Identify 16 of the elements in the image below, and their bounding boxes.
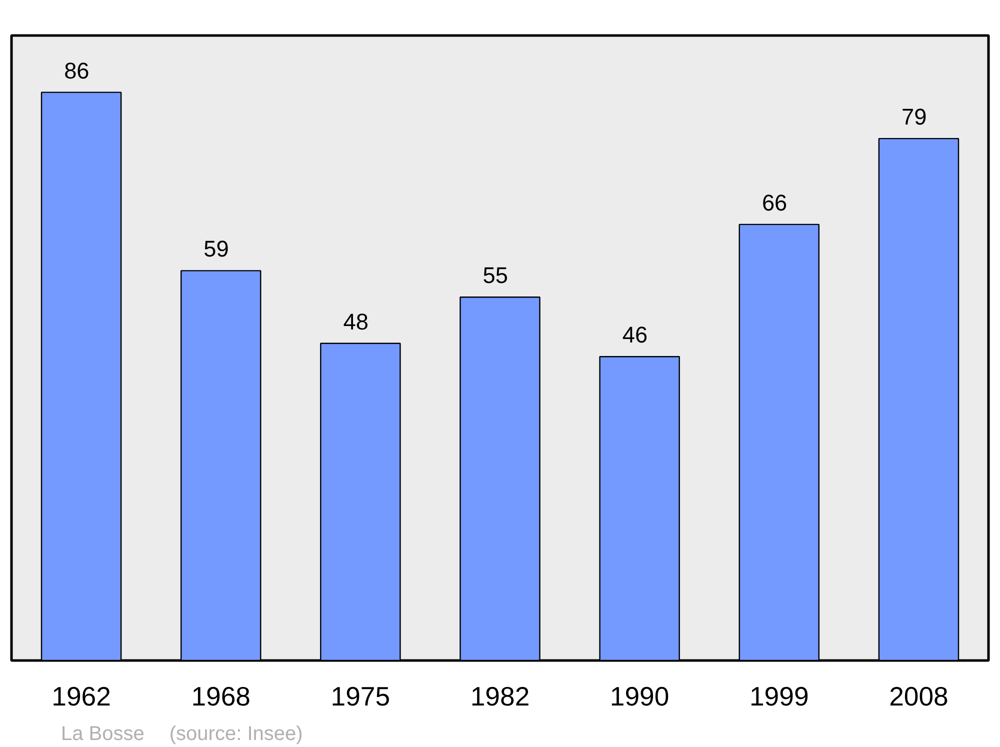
data-label: 66 — [762, 189, 788, 216]
data-label: 86 — [64, 57, 90, 84]
x-tick-label: 1962 — [52, 682, 111, 712]
x-tick-label: 2008 — [889, 682, 948, 712]
x-tick-label: 1999 — [749, 682, 809, 712]
text: (source: Insee) — [169, 722, 303, 747]
x-tick-label: 1982 — [470, 682, 530, 712]
data-label: 55 — [482, 262, 508, 288]
x-tick-label: 1990 — [610, 682, 670, 712]
data-label: 46 — [622, 322, 648, 348]
x-tick-label: 1968 — [191, 682, 251, 712]
data-label: 79 — [902, 104, 927, 130]
data-label: 59 — [204, 236, 229, 262]
text: La Bosse — [61, 722, 144, 747]
data-label: 48 — [343, 308, 368, 334]
x-tick-label: 1975 — [330, 682, 390, 712]
